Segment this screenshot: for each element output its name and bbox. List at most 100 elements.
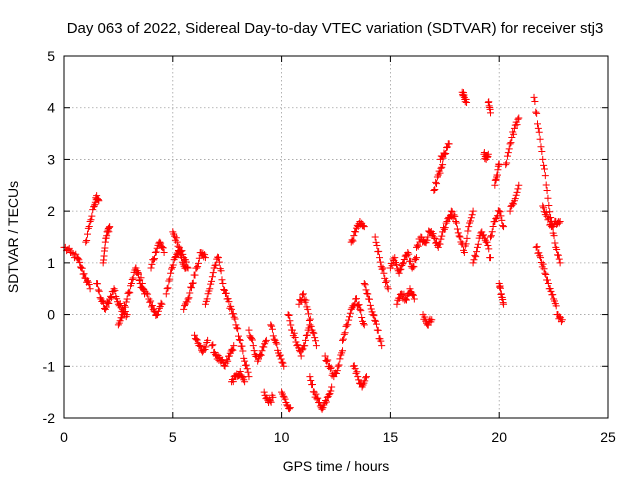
data-point <box>202 343 210 351</box>
y-tick-label: 5 <box>47 48 55 64</box>
data-point <box>487 232 495 240</box>
data-point <box>534 124 542 132</box>
data-point <box>472 253 480 261</box>
y-tick-label: 3 <box>47 151 55 167</box>
data-point <box>362 286 370 294</box>
data-point <box>204 336 212 344</box>
data-point <box>230 342 238 350</box>
data-point <box>159 244 167 252</box>
data-point <box>511 121 519 129</box>
data-point <box>166 275 174 283</box>
data-point <box>351 365 359 373</box>
data-point <box>532 243 540 251</box>
data-point <box>454 229 462 237</box>
data-point <box>486 109 494 117</box>
data-point <box>436 240 444 248</box>
data-point <box>119 311 127 319</box>
data-point <box>403 252 411 260</box>
data-point <box>157 299 165 307</box>
data-point <box>362 373 370 381</box>
data-point <box>325 391 333 399</box>
data-point <box>162 290 170 298</box>
data-point <box>508 134 516 142</box>
data-point <box>544 276 552 284</box>
data-point <box>372 238 380 246</box>
data-point <box>540 265 548 273</box>
data-point <box>94 280 102 288</box>
data-point <box>244 368 252 376</box>
data-point <box>356 217 364 225</box>
data-point <box>68 248 76 256</box>
data-point <box>542 181 550 189</box>
data-point <box>373 241 381 249</box>
data-point <box>431 186 439 194</box>
data-point <box>406 285 414 293</box>
data-point <box>391 254 399 262</box>
data-point <box>307 376 315 384</box>
data-point <box>436 169 444 177</box>
data-point <box>107 293 115 301</box>
data-point <box>74 254 82 262</box>
data-point <box>469 259 477 267</box>
data-point <box>497 284 505 292</box>
data-point <box>163 285 171 293</box>
data-point <box>439 154 447 162</box>
data-point <box>431 234 439 242</box>
data-point <box>346 309 354 317</box>
data-point <box>172 234 180 242</box>
data-point <box>340 330 348 338</box>
data-point <box>305 316 313 324</box>
data-point <box>257 351 265 359</box>
data-point <box>507 139 515 147</box>
data-point <box>397 265 405 273</box>
data-point <box>116 300 124 308</box>
data-point <box>217 267 225 275</box>
x-tick-label: 20 <box>491 429 507 445</box>
data-point <box>464 227 472 235</box>
data-point <box>342 322 350 330</box>
data-point <box>403 296 411 304</box>
data-point <box>328 383 336 391</box>
data-point <box>309 328 317 336</box>
data-point <box>439 161 447 169</box>
data-point <box>474 240 482 248</box>
data-point <box>280 362 288 370</box>
data-point <box>354 373 362 381</box>
data-point <box>471 251 479 259</box>
data-point <box>533 120 541 128</box>
data-point <box>544 216 552 224</box>
data-point <box>123 295 131 303</box>
data-point <box>78 264 86 272</box>
data-point <box>396 294 404 302</box>
data-point <box>437 235 445 243</box>
data-point <box>87 216 95 224</box>
data-point <box>484 241 492 249</box>
data-point <box>369 311 377 319</box>
data-point <box>455 232 463 240</box>
data-point <box>199 347 207 355</box>
data-point <box>260 343 268 351</box>
data-point <box>440 225 448 233</box>
data-point <box>104 298 112 306</box>
data-point <box>463 99 471 107</box>
data-point <box>188 280 196 288</box>
data-point <box>434 243 442 251</box>
data-point <box>413 254 421 262</box>
data-point <box>547 287 555 295</box>
data-point <box>256 350 264 358</box>
data-point <box>467 214 475 222</box>
data-point <box>227 347 235 355</box>
data-point <box>105 300 113 308</box>
data-point <box>554 251 562 259</box>
data-point <box>201 254 209 262</box>
data-point <box>542 208 550 216</box>
data-point <box>255 355 263 363</box>
data-point <box>511 195 519 203</box>
data-point <box>450 211 458 219</box>
data-point <box>164 284 172 292</box>
data-point <box>208 277 216 285</box>
data-point <box>157 242 165 250</box>
data-point <box>238 342 246 350</box>
data-point <box>215 258 223 266</box>
data-point <box>370 312 378 320</box>
